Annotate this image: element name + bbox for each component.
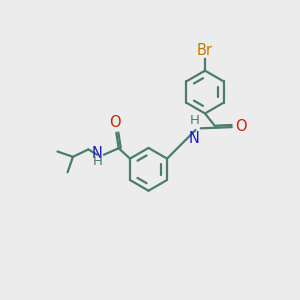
Text: O: O — [109, 115, 121, 130]
Text: N: N — [92, 146, 103, 161]
Text: H: H — [93, 155, 103, 168]
Text: H: H — [190, 114, 200, 127]
Text: N: N — [189, 131, 200, 146]
Text: O: O — [236, 119, 247, 134]
Text: Br: Br — [197, 43, 213, 58]
